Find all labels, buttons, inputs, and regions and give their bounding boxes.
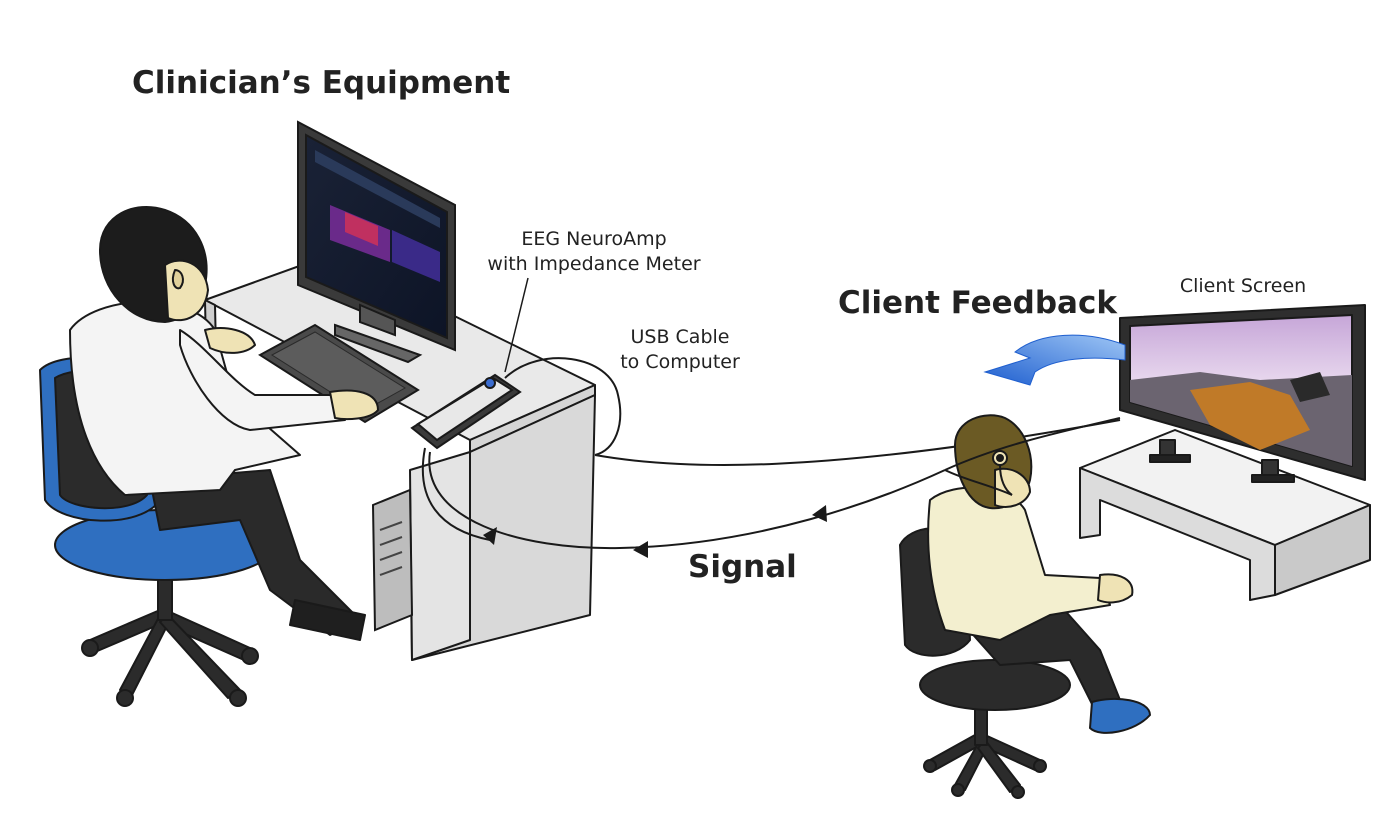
usb-cable-label-line1: USB Cable (631, 326, 730, 348)
neuroamp-label-line1: EEG NeuroAmp (521, 228, 666, 250)
client-feedback-label: Client Feedback (838, 285, 1118, 321)
signal-cable (421, 447, 946, 550)
signal-arrowheads (483, 505, 827, 558)
usb-cable-label-line2: to Computer (620, 351, 740, 373)
signal-label: Signal (688, 549, 797, 585)
eeg-neuroamp-device (410, 373, 522, 450)
neuroamp-label-line2: with Impedance Meter (487, 253, 700, 275)
client-screen-label: Client Screen (1180, 275, 1306, 297)
clinician-person (69, 205, 379, 641)
computer-tower (371, 488, 414, 632)
client-feedback-arrow (983, 334, 1126, 386)
client-screen (1119, 304, 1366, 483)
clinician-monitor (297, 120, 456, 364)
neuroamp-leader-line (504, 277, 529, 373)
client-person (927, 414, 1151, 734)
clinician-equipment-title: Clinician’s Equipment (132, 65, 510, 101)
